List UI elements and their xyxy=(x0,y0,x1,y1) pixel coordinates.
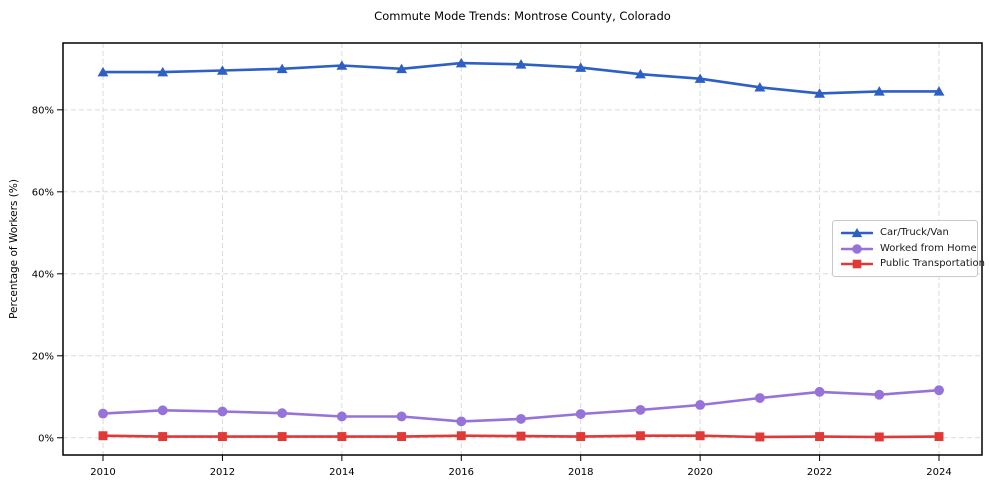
svg-text:2012: 2012 xyxy=(210,467,235,478)
circle-marker-icon xyxy=(841,243,873,254)
legend-item-public-transportation: Public Transportation xyxy=(841,256,985,272)
svg-text:2020: 2020 xyxy=(687,467,712,478)
legend: Car/Truck/Van Worked from Home Public Tr… xyxy=(832,220,985,277)
legend-label: Worked from Home xyxy=(880,242,977,254)
legend-label: Car/Truck/Van xyxy=(880,226,949,238)
svg-text:2010: 2010 xyxy=(90,467,115,478)
svg-text:80%: 80% xyxy=(32,105,54,116)
legend-item-worked-from-home: Worked from Home xyxy=(841,241,977,257)
square-marker-icon xyxy=(841,259,873,269)
svg-text:40%: 40% xyxy=(32,269,54,280)
legend-item-car-truck-van: Car/Truck/Van xyxy=(841,225,971,241)
svg-text:20%: 20% xyxy=(32,351,54,362)
svg-text:60%: 60% xyxy=(32,187,54,198)
svg-text:2014: 2014 xyxy=(329,467,354,478)
svg-text:2016: 2016 xyxy=(449,467,474,478)
svg-text:2018: 2018 xyxy=(568,467,593,478)
legend-label: Public Transportation xyxy=(880,258,985,270)
svg-text:0%: 0% xyxy=(38,433,54,444)
triangle-marker-icon xyxy=(841,227,873,237)
chart-title: Commute Mode Trends: Montrose County, Co… xyxy=(374,9,671,23)
svg-text:2024: 2024 xyxy=(926,467,951,478)
svg-text:2022: 2022 xyxy=(807,467,832,478)
